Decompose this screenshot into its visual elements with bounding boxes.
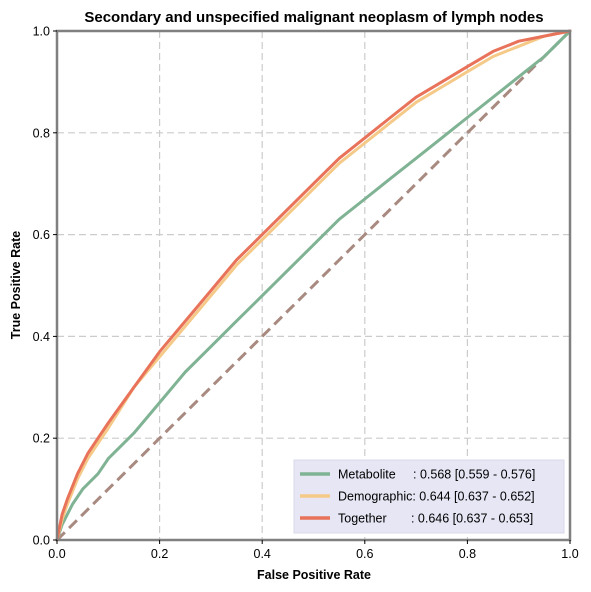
chart-title: Secondary and unspecified malignant neop…: [84, 9, 543, 26]
y-tick-label: 0.8: [33, 126, 50, 140]
series-lines: [55, 29, 572, 542]
x-axis-label: False Positive Rate: [257, 568, 371, 582]
y-tick-label: 0.6: [33, 228, 50, 242]
series-line-metabolite: [55, 29, 572, 542]
legend-label-demographic: Demographic: 0.644 [0.637 - 0.652]: [338, 490, 535, 504]
y-tick-label: 0.4: [33, 330, 50, 344]
y-tick-label: 1.0: [33, 25, 50, 39]
x-tick-label: 0.2: [151, 547, 168, 561]
plot-frame: [55, 29, 572, 542]
reference-diagonal: [55, 29, 572, 542]
x-tick-label: 0.4: [254, 547, 271, 561]
x-tick-label: 0.0: [48, 547, 65, 561]
grid-lines: [57, 31, 570, 540]
legend-label-metabolite: Metabolite : 0.568 [0.559 - 0.576]: [338, 468, 535, 482]
series-line-demographic: [55, 29, 572, 542]
x-tick-label: 0.8: [459, 547, 476, 561]
reference-diagonal-line: [55, 29, 572, 542]
y-tick-label: 0.2: [33, 432, 50, 446]
legend-box: [293, 459, 565, 534]
legend-label-together: Together : 0.646 [0.637 - 0.653]: [338, 512, 533, 526]
y-axis-label: True Positive Rate: [9, 231, 23, 339]
legend: Metabolite : 0.568 [0.559 - 0.576] Demogr…: [293, 459, 565, 534]
series-line-together: [55, 29, 572, 542]
y-tick-label: 0.0: [33, 534, 50, 548]
x-tick-label: 1.0: [561, 547, 578, 561]
x-tick-label: 0.6: [356, 547, 373, 561]
axis-ticks: 0.0 0.2 0.4 0.6 0.8 1.0 0.0 0.2 0.4 0.6 0.8 1.0: [33, 25, 579, 562]
